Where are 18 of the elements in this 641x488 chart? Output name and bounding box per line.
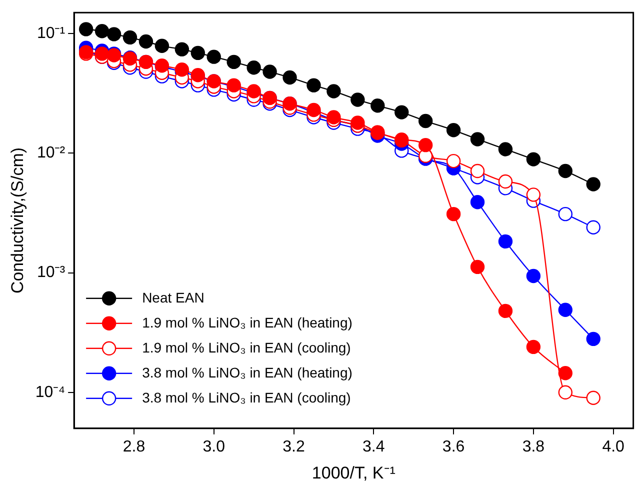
x-tick-label: 3.8 (522, 438, 545, 456)
x-axis-title: 1000/T, K⁻¹ (312, 463, 396, 482)
x-tick-label: 4.0 (602, 438, 625, 456)
y-tick-label: 10⁻¹ (36, 25, 66, 42)
x-tick-label: 3.4 (362, 438, 385, 456)
legend-label: 1.9 mol % LiNO₃ in EAN (heating) (142, 314, 352, 330)
x-tick-label: 3.2 (282, 438, 305, 456)
y-tick-label: 10⁻² (36, 144, 66, 162)
y-tick-label: 10⁻⁴ (35, 384, 66, 401)
legend-label: 3.8 mol % LiNO₃ in EAN (cooling) (142, 389, 351, 406)
legend-label: Neat EAN (142, 289, 204, 306)
y-axis-title: Conductivity,(S/cm) (8, 147, 27, 294)
x-tick-label: 3.0 (202, 438, 226, 456)
legend-label: 3.8 mol % LiNO₃ in EAN (heating) (142, 364, 352, 380)
x-tick-label: 3.6 (442, 438, 465, 456)
legend-label: 1.9 mol % LiNO₃ in EAN (cooling) (142, 339, 351, 356)
x-tick-label: 2.8 (122, 438, 146, 456)
y-tick-label: 10⁻³ (36, 264, 66, 282)
